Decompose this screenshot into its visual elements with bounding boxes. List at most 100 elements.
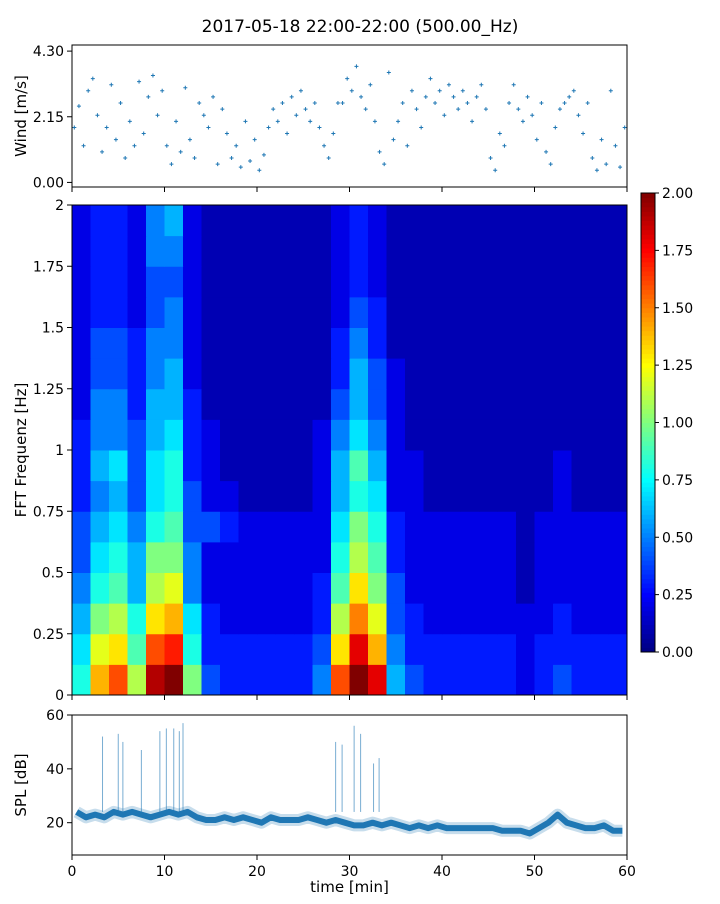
- heatmap-cell: [275, 327, 295, 359]
- heatmap-cell: [590, 235, 609, 267]
- colorbar-segment: [641, 500, 655, 506]
- heatmap-cell: [257, 388, 276, 420]
- wind-point: [405, 143, 410, 148]
- heatmap-cell: [516, 358, 535, 390]
- heatmap-cell: [294, 327, 313, 359]
- heatmap-cell: [553, 480, 572, 512]
- heatmap-cell: [460, 388, 480, 420]
- wind-point: [354, 64, 359, 69]
- heatmap-cell: [442, 633, 461, 665]
- heatmap-cell: [109, 327, 128, 359]
- heatmap-cell: [349, 358, 369, 390]
- heatmap-cell: [349, 388, 369, 420]
- wind-point: [132, 143, 137, 148]
- heatmap-cell: [294, 296, 313, 328]
- heatmap-cell: [516, 450, 535, 482]
- wind-point: [576, 113, 581, 118]
- heatmap-cell: [590, 358, 609, 390]
- x-tick-label: 10: [156, 864, 174, 880]
- wind-point: [340, 101, 345, 106]
- heatmap-cell: [164, 358, 184, 390]
- heatmap-cell: [405, 296, 424, 328]
- heatmap-cell: [220, 572, 239, 604]
- colorbar-segment: [641, 573, 655, 580]
- heatmap-cell: [349, 633, 369, 665]
- heatmap-cell: [294, 235, 313, 267]
- heatmap-cell: [460, 572, 480, 604]
- wind-point: [271, 107, 276, 112]
- heatmap-cell: [220, 266, 239, 298]
- heatmap-cell: [109, 388, 128, 420]
- heatmap-cell: [183, 296, 202, 328]
- heatmap-cell: [608, 235, 628, 267]
- colorbar-segment: [641, 601, 655, 607]
- wind-point: [613, 143, 618, 148]
- colorbar-segment: [641, 234, 655, 240]
- wind-point: [215, 162, 220, 167]
- wind-point: [585, 101, 590, 106]
- heatmap-cell: [608, 541, 628, 573]
- heatmap-cell: [294, 664, 313, 696]
- heatmap-cell: [553, 603, 572, 635]
- heatmap-cell: [423, 358, 443, 390]
- colorbar-segment: [641, 463, 655, 469]
- heatmap-cell: [312, 572, 332, 604]
- heatmap-cell: [442, 541, 461, 573]
- heatmap-cell: [479, 633, 498, 665]
- heatmap-cell: [127, 511, 147, 543]
- heatmap-cell: [405, 450, 424, 482]
- heatmap-cell: [146, 266, 165, 298]
- heatmap-cell: [331, 633, 350, 665]
- spectrogram-heatmap: 0 0.25 0.5 0.75 1 1.25 1.5 1.75 2 FFT Frequenz [H…: [12, 198, 628, 704]
- y-tick-label: 60: [46, 708, 64, 724]
- heatmap-cell: [90, 664, 110, 696]
- colorbar-segment: [641, 624, 655, 630]
- heatmap-cell: [146, 327, 165, 359]
- colorbar-segment: [641, 344, 655, 350]
- heatmap-cell: [460, 633, 480, 665]
- heatmap-cell: [275, 266, 295, 298]
- heatmap-cell: [127, 296, 147, 328]
- heatmap-cell: [201, 419, 221, 451]
- heatmap-cell: [109, 205, 128, 237]
- y-tick-label: 4.30: [33, 44, 64, 60]
- heatmap-cell: [553, 572, 572, 604]
- heatmap-cell: [497, 235, 517, 267]
- heatmap-cell: [497, 480, 517, 512]
- heatmap-cell: [571, 388, 591, 420]
- heatmap-cell: [127, 327, 147, 359]
- colorbar-segment: [641, 408, 655, 414]
- heatmap-cell: [72, 633, 91, 665]
- heatmap-cell: [386, 511, 406, 543]
- heatmap-cell: [405, 358, 424, 390]
- wind-point: [483, 107, 488, 112]
- heatmap-cell: [405, 388, 424, 420]
- heatmap-cell: [349, 235, 369, 267]
- wind-point: [345, 76, 350, 81]
- heatmap-cell: [109, 235, 128, 267]
- y-tick-label: 1.25: [33, 382, 64, 398]
- heatmap-cell: [257, 541, 276, 573]
- wind-point: [76, 104, 81, 109]
- colorbar-segment: [641, 271, 655, 277]
- heatmap-cell: [257, 450, 276, 482]
- heatmap-cell: [146, 572, 165, 604]
- y-tick-label: 0: [55, 688, 64, 704]
- heatmap-cell: [479, 266, 498, 298]
- heatmap-cell: [183, 511, 202, 543]
- heatmap-cell: [238, 358, 258, 390]
- heatmap-cell: [72, 450, 91, 482]
- heatmap-cell: [238, 450, 258, 482]
- wind-point: [446, 82, 451, 87]
- wind-point: [335, 101, 340, 106]
- heatmap-cell: [238, 205, 258, 237]
- heatmap-cell: [294, 266, 313, 298]
- colorbar-segment: [641, 596, 655, 603]
- heatmap-cell: [368, 266, 387, 298]
- heatmap-cell: [553, 235, 572, 267]
- colorbar-segment: [641, 293, 655, 300]
- heatmap-cell: [109, 541, 128, 573]
- heatmap-cell: [423, 450, 443, 482]
- wind-point: [377, 149, 382, 154]
- colorbar-segment: [641, 592, 655, 598]
